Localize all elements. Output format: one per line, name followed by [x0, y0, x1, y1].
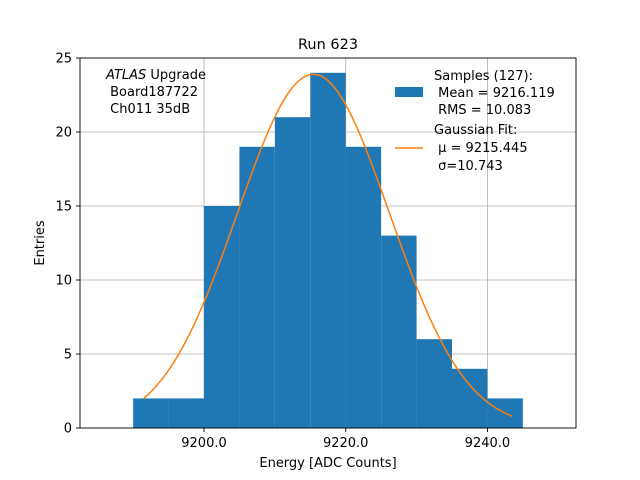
- legend: Samples (127): Mean = 9216.119 RMS = 10.…: [395, 69, 555, 174]
- legend-fit-line3: σ=10.743: [434, 159, 503, 174]
- y-tick-label-2: 10: [55, 274, 72, 289]
- legend-fit-line1: Gaussian Fit:: [434, 123, 517, 138]
- histogram-bar-4: [274, 117, 311, 428]
- svg-text:ATLAS Upgrade: ATLAS Upgrade: [105, 68, 206, 83]
- chart-title: Run 623: [298, 37, 358, 53]
- histogram-bar-8: [416, 339, 452, 428]
- histogram-bars: [133, 72, 523, 429]
- annotation-line3: Ch011 35dB: [106, 102, 190, 117]
- y-tick-label-0: 0: [64, 422, 72, 437]
- x-axis-label: Energy [ADC Counts]: [259, 456, 396, 471]
- x-tick-label-1: 9220.0: [323, 436, 369, 451]
- histogram-bar-3: [239, 146, 275, 429]
- x-tick-label-2: 9240.0: [465, 436, 511, 451]
- annotation-line1: Upgrade: [146, 68, 206, 83]
- legend-fit-line2: μ = 9215.445: [434, 141, 528, 156]
- axis-ticks: 9200.0 9220.0 9240.0 0 5 10 15 20 25: [55, 52, 510, 452]
- annotation-line2: Board187722: [106, 85, 198, 100]
- y-tick-label-5: 25: [55, 52, 72, 67]
- histogram-bar-7: [381, 235, 417, 428]
- y-axis-label: Entries: [33, 220, 48, 266]
- y-tick-label-3: 15: [55, 200, 72, 215]
- y-tick-label-1: 5: [64, 348, 72, 363]
- y-tick-label-4: 20: [55, 126, 72, 141]
- legend-samples-line3: RMS = 10.083: [434, 103, 531, 118]
- histogram-bar-2: [204, 206, 240, 428]
- plot-frame: [79, 57, 577, 429]
- legend-samples-patch: [395, 87, 423, 97]
- histogram-bar-1: [168, 398, 204, 428]
- gaussian-fit-curve: [143, 73, 513, 418]
- legend-samples-line1: Samples (127):: [434, 69, 533, 84]
- histogram-bar-6: [345, 146, 382, 429]
- x-tick-label-0: 9200.0: [181, 436, 227, 451]
- histogram-bar-5: [310, 72, 346, 429]
- annotation-italic: ATLAS: [105, 68, 146, 83]
- atlas-annotation: ATLAS Upgrade Board187722 Ch011 35dB: [105, 68, 206, 117]
- histogram-bar-0: [133, 398, 169, 428]
- histogram-bar-9: [452, 368, 488, 428]
- legend-samples-line2: Mean = 9216.119: [434, 86, 555, 101]
